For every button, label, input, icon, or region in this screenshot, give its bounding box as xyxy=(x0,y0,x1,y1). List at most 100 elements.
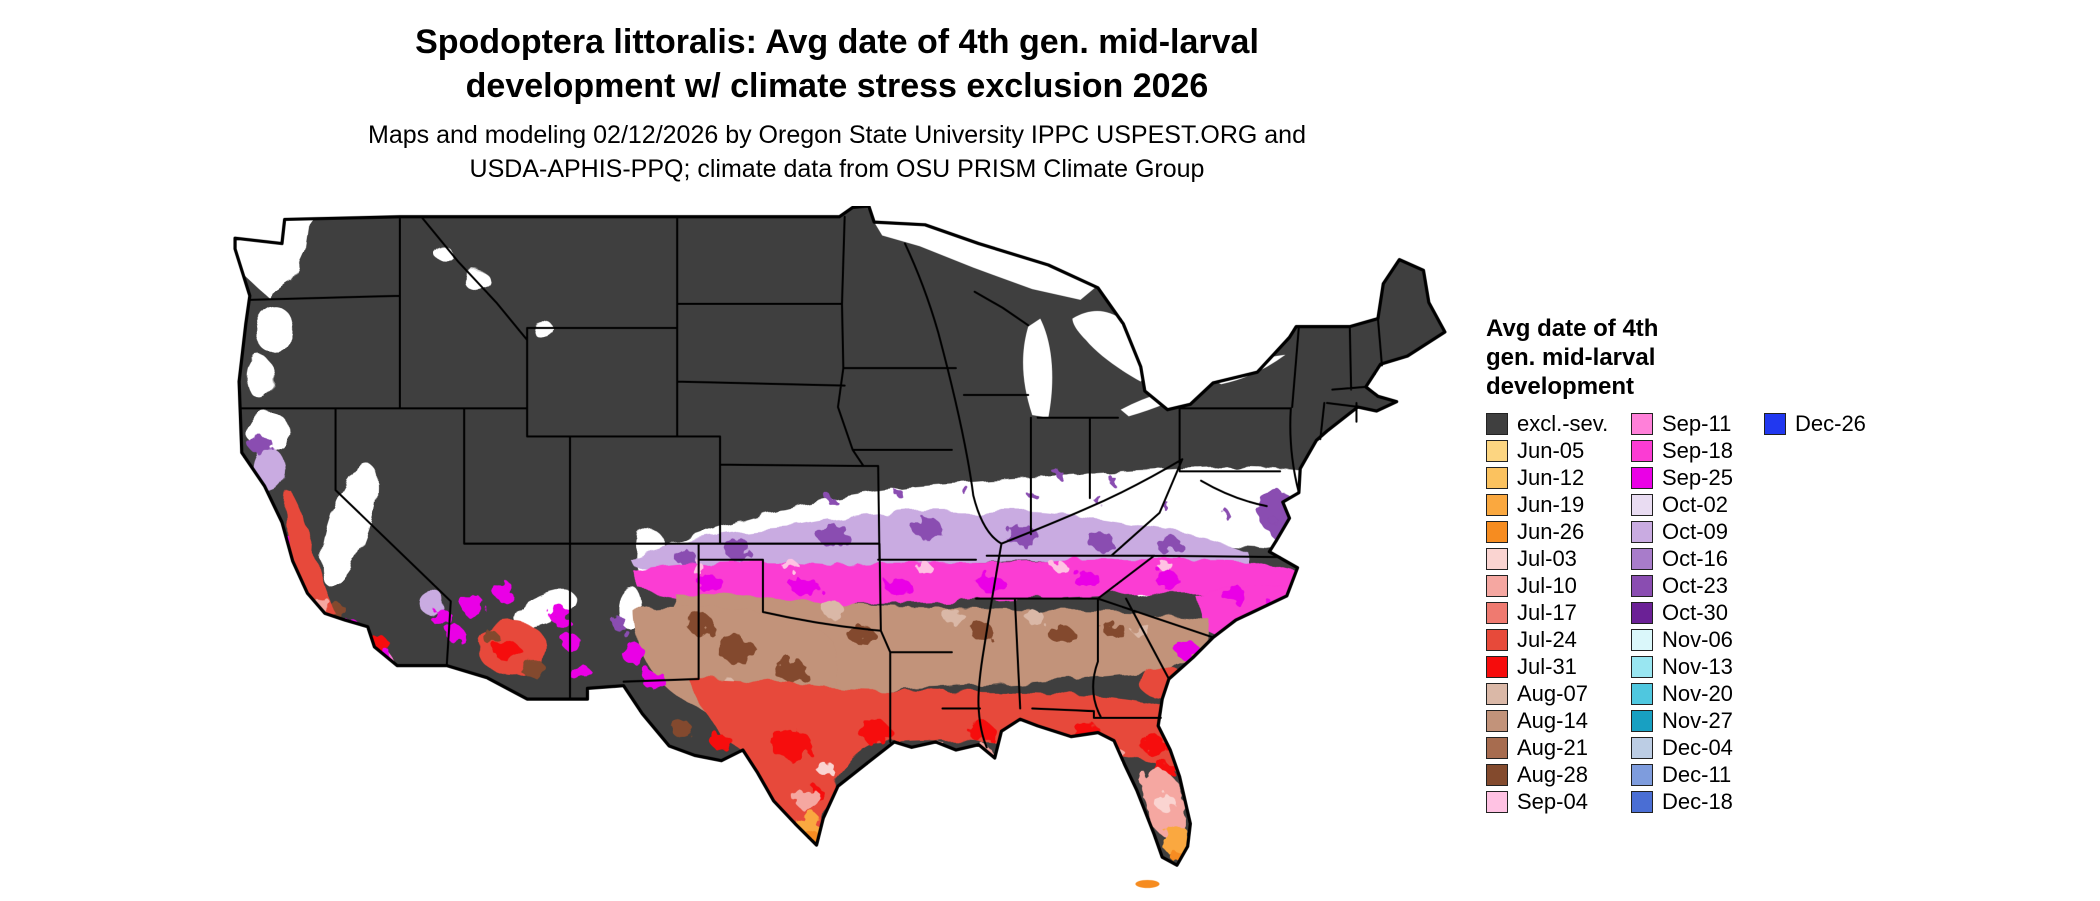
legend-label: Nov-20 xyxy=(1662,680,1733,706)
legend-label: Sep-25 xyxy=(1662,464,1733,490)
legend-swatch xyxy=(1486,628,1508,651)
map-june-orange-deep xyxy=(805,830,1188,864)
legend-row: Oct-30 xyxy=(1631,599,1764,626)
legend-swatch xyxy=(1486,709,1508,732)
legend-label: Jun-12 xyxy=(1517,464,1585,490)
map-june-orange xyxy=(796,810,1191,858)
legend-label: Nov-06 xyxy=(1662,626,1733,652)
map-band-september-pale xyxy=(690,561,1173,575)
legend-swatch xyxy=(1631,628,1653,651)
legend-label: Aug-07 xyxy=(1517,680,1588,706)
legend-row: Jul-10 xyxy=(1486,572,1631,599)
legend-row: Sep-11 xyxy=(1631,410,1764,437)
map-southwest-brown-overlay xyxy=(482,630,545,678)
legend-row: Nov-06 xyxy=(1631,626,1764,653)
map-band-august xyxy=(632,591,1210,726)
legend-row: Jun-12 xyxy=(1486,464,1631,491)
map-legend: Avg date of 4th gen. mid-larval developm… xyxy=(1486,314,2086,815)
legend-row: Sep-04 xyxy=(1486,788,1631,815)
legend-row: Jun-26 xyxy=(1486,518,1631,545)
legend-row: Sep-25 xyxy=(1631,464,1764,491)
legend-swatch xyxy=(1631,682,1653,705)
title-line-1: Spodoptera littoralis: Avg date of 4th g… xyxy=(415,23,1259,61)
legend-swatch xyxy=(1486,790,1508,813)
legend-label: Sep-18 xyxy=(1662,437,1733,463)
map-title: Spodoptera littoralis: Avg date of 4th g… xyxy=(0,20,1674,108)
legend-row: Oct-02 xyxy=(1631,491,1764,518)
legend-swatch xyxy=(1631,574,1653,597)
legend-swatch xyxy=(1486,655,1508,678)
legend-title-line-1: Avg date of 4th xyxy=(1486,315,1659,342)
legend-row: Oct-09 xyxy=(1631,518,1764,545)
legend-swatch xyxy=(1486,763,1508,786)
legend-row: Nov-13 xyxy=(1631,653,1764,680)
legend-row: Jul-03 xyxy=(1486,545,1631,572)
legend-swatch xyxy=(1631,439,1653,462)
legend-label: Oct-02 xyxy=(1662,491,1729,517)
legend-row: Nov-20 xyxy=(1631,680,1764,707)
legend-row: Jul-31 xyxy=(1486,653,1631,680)
legend-row: Oct-16 xyxy=(1631,545,1764,572)
legend-swatch xyxy=(1486,439,1508,462)
lake-superior xyxy=(874,222,1097,300)
legend-swatch xyxy=(1631,736,1653,759)
legend-title: Avg date of 4th gen. mid-larval developm… xyxy=(1486,314,2086,401)
legend-swatch xyxy=(1631,493,1653,516)
legend-label: Jun-05 xyxy=(1517,437,1585,463)
legend-swatch xyxy=(1631,790,1653,813)
state-borders xyxy=(240,215,1383,749)
legend-row: Dec-04 xyxy=(1631,734,1764,761)
legend-label: Jul-31 xyxy=(1517,653,1577,679)
legend-label: excl.-sev. xyxy=(1517,410,1609,436)
legend-label: Aug-21 xyxy=(1517,734,1588,760)
legend-swatch xyxy=(1486,466,1508,489)
legend-title-line-2: gen. mid-larval xyxy=(1486,344,1656,371)
legend-label: Nov-27 xyxy=(1662,707,1733,733)
legend-swatch xyxy=(1631,655,1653,678)
legend-title-line-3: development xyxy=(1486,373,1635,400)
legend-label: Dec-26 xyxy=(1795,410,1866,436)
legend-row: Aug-07 xyxy=(1486,680,1631,707)
subtitle-line-2: USDA-APHIS-PPQ; climate data from OSU PR… xyxy=(469,155,1205,183)
us-choropleth-map xyxy=(228,204,1468,896)
legend-row: Jul-17 xyxy=(1486,599,1631,626)
legend-label: Dec-11 xyxy=(1662,761,1732,787)
legend-swatch xyxy=(1631,547,1653,570)
legend-swatch xyxy=(1486,412,1508,435)
legend-column-1: excl.-sev. Jun-05 Jun-12 Jun-19 Jun-26 Jul-03… xyxy=(1486,410,1631,815)
legend-row: excl.-sev. xyxy=(1486,410,1631,437)
legend-swatch xyxy=(1631,601,1653,624)
legend-label: Sep-04 xyxy=(1517,788,1588,814)
us-outline xyxy=(233,204,1447,867)
legend-swatch xyxy=(1486,736,1508,759)
legend-label: Jul-17 xyxy=(1517,599,1577,625)
legend-swatch xyxy=(1486,682,1508,705)
legend-row: Oct-23 xyxy=(1631,572,1764,599)
legend-label: Oct-16 xyxy=(1662,545,1729,571)
legend-swatch xyxy=(1486,493,1508,516)
legend-label: Dec-18 xyxy=(1662,788,1733,814)
legend-label: Oct-30 xyxy=(1662,599,1729,625)
legend-swatch xyxy=(1486,601,1508,624)
legend-column-3: Dec-26 xyxy=(1764,410,1914,815)
legend-row: Aug-14 xyxy=(1486,707,1631,734)
legend-label: Oct-09 xyxy=(1662,518,1729,544)
lake-erie xyxy=(1120,384,1208,417)
legend-swatch xyxy=(1486,547,1508,570)
great-lakes xyxy=(874,222,1286,418)
legend-label: Jul-03 xyxy=(1517,545,1577,571)
legend-label: Aug-14 xyxy=(1517,707,1588,733)
legend-label: Aug-28 xyxy=(1517,761,1588,787)
legend-row: Dec-11 xyxy=(1631,761,1764,788)
legend-swatch xyxy=(1486,520,1508,543)
us-map-svg xyxy=(233,204,1447,888)
legend-label: Jul-10 xyxy=(1517,572,1577,598)
legend-row: Aug-21 xyxy=(1486,734,1631,761)
legend-swatch xyxy=(1631,709,1653,732)
legend-row: Nov-27 xyxy=(1631,707,1764,734)
legend-label: Nov-13 xyxy=(1662,653,1733,679)
legend-label: Oct-23 xyxy=(1662,572,1729,598)
legend-swatch xyxy=(1764,412,1786,435)
legend-label: Jun-19 xyxy=(1517,491,1585,517)
legend-label: Jul-24 xyxy=(1517,626,1577,652)
